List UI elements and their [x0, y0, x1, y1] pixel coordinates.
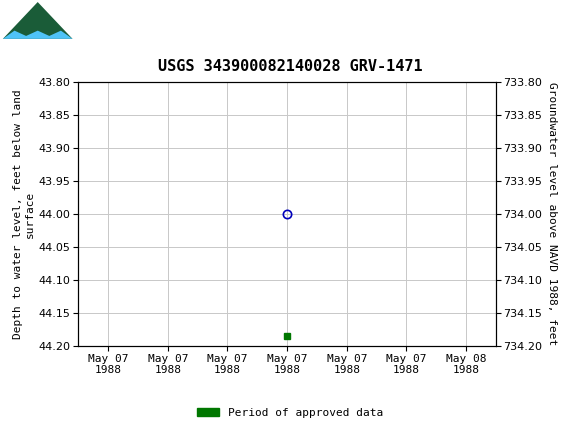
Y-axis label: Groundwater level above NAVD 1988, feet: Groundwater level above NAVD 1988, feet — [547, 82, 557, 346]
Bar — [3, 2, 72, 39]
Y-axis label: Depth to water level, feet below land
surface: Depth to water level, feet below land su… — [13, 89, 34, 339]
Legend: Period of approved data: Period of approved data — [193, 403, 387, 422]
Text: USGS: USGS — [81, 12, 136, 29]
Polygon shape — [3, 2, 72, 39]
Text: USGS 343900082140028 GRV-1471: USGS 343900082140028 GRV-1471 — [158, 59, 422, 74]
Polygon shape — [3, 31, 72, 39]
